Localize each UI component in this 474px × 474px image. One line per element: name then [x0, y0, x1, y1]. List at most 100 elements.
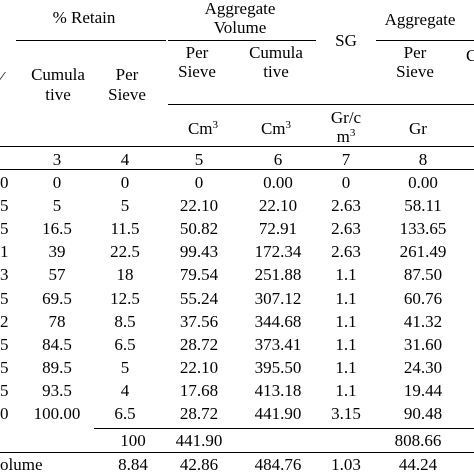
cell-lead: 2: [0, 312, 9, 331]
cell-c8: 60.76: [403, 289, 443, 308]
cell-c3: 16.5: [42, 219, 72, 238]
cell-c4: 5: [120, 196, 130, 215]
cell-lead: 5: [0, 289, 9, 308]
subheader-cumulative-line1: Cumula: [31, 65, 85, 84]
header-sg: SG: [335, 31, 357, 50]
cell-c3: 39: [48, 242, 66, 261]
total-col8: 808.66: [394, 431, 442, 450]
cell-lead: 5: [0, 358, 9, 377]
cell-lead: 5: [0, 219, 9, 238]
cell-c8: 87.50: [403, 265, 443, 284]
cell-c7: 2.63: [331, 242, 361, 261]
cell-c5: 99.43: [179, 242, 219, 261]
subheader-vol-cumulative-line1: Cumula: [249, 43, 303, 62]
col-number-7: 7: [341, 150, 351, 169]
unit-col7-line2: m3: [336, 127, 356, 146]
cell-c4: 22.5: [110, 242, 140, 261]
cell-c6: 251.88: [254, 265, 302, 284]
subheader-vol-cumulative-line2: tive: [263, 62, 289, 81]
subheader-per-sieve-line1: Per: [115, 65, 139, 84]
cell-c7: 2.63: [331, 219, 361, 238]
cell-c7: 1.1: [335, 358, 357, 377]
cell-c6: 395.50: [254, 358, 302, 377]
cell-c5: 22.10: [179, 358, 219, 377]
subheader-vol-per-line2: Sieve: [178, 62, 216, 81]
rule-volume-group: [168, 40, 316, 41]
cell-c4: 8.5: [114, 312, 136, 331]
cell-c4: 11.5: [110, 219, 140, 238]
cell-c8: 133.65: [399, 219, 447, 238]
cell-c8: 24.30: [403, 358, 443, 377]
cell-c8: 261.49: [399, 242, 447, 261]
header-aggregate-weight: Aggregate: [384, 10, 456, 29]
cell-c3: 100.00: [33, 404, 81, 423]
total-col5: 441.90: [175, 431, 223, 450]
cell-c8: 0.00: [408, 173, 438, 192]
cell-c7: 2.63: [331, 196, 361, 215]
cell-c5: 55.24: [179, 289, 219, 308]
volume-col6: 484.76: [254, 455, 302, 474]
rule-weight-group: [376, 40, 474, 41]
cell-c7: 3.15: [331, 404, 361, 423]
cell-c7: 1.1: [335, 265, 357, 284]
rule-above-total: [94, 428, 474, 429]
subheader-wt-per-line1: Per: [403, 43, 427, 62]
cell-c5: 37.56: [179, 312, 219, 331]
cell-c6: 22.10: [258, 196, 298, 215]
cell-c7: 1.1: [335, 289, 357, 308]
cell-lead: 0: [0, 404, 9, 423]
rule-above-volume: [0, 452, 474, 453]
unit-col5: Cm3: [187, 119, 219, 138]
cell-c4: 18: [116, 265, 134, 284]
subheader-per-sieve-line2: Sieve: [108, 85, 146, 104]
cell-c5: 28.72: [179, 404, 219, 423]
cell-c5: 50.82: [179, 219, 219, 238]
cell-c4: 6.5: [114, 404, 136, 423]
col-number-4: 4: [120, 150, 130, 169]
cell-c5: 79.54: [179, 265, 219, 284]
cell-c4: 5: [120, 358, 130, 377]
cell-c8: 31.60: [403, 335, 443, 354]
cell-c7: 1.1: [335, 312, 357, 331]
unit-col8: Gr: [409, 119, 427, 138]
cell-c3: 57: [48, 265, 66, 284]
volume-col8: 44.24: [398, 455, 438, 474]
cell-c7: 0: [341, 173, 351, 192]
cell-c6: 307.12: [254, 289, 302, 308]
rule-above-col-numbers: [0, 146, 474, 147]
subheader-cumulative-line2: tive: [45, 85, 71, 104]
volume-col4: 8.84: [118, 455, 148, 474]
subheader-wt-per-line2: Sieve: [396, 62, 434, 81]
clipped-right-glyph: C: [466, 46, 474, 65]
cell-c4: 12.5: [110, 289, 140, 308]
clipped-left-glyph: ⁄: [0, 68, 3, 87]
rule-subheader: [168, 104, 474, 105]
cell-c8: 90.48: [403, 404, 443, 423]
volume-col7: 1.03: [331, 455, 361, 474]
unit-col6: Cm3: [260, 119, 292, 138]
cell-lead: 3: [0, 265, 9, 284]
header-aggregate-volume-line2: Volume: [213, 18, 267, 37]
cell-c3: 84.5: [42, 335, 72, 354]
cell-lead: 5: [0, 381, 9, 400]
cell-c5: 22.10: [179, 196, 219, 215]
cell-c3: 0: [52, 173, 62, 192]
cell-c6: 344.68: [254, 312, 302, 331]
cell-c3: 69.5: [42, 289, 72, 308]
cell-c4: 6.5: [114, 335, 136, 354]
rule-below-col-numbers: [0, 169, 474, 170]
subheader-vol-per-line1: Per: [185, 43, 209, 62]
col-number-3: 3: [52, 150, 62, 169]
cell-c6: 0.00: [263, 173, 293, 192]
rule-retain-group: [16, 40, 166, 41]
cell-c4: 4: [120, 381, 130, 400]
cell-c3: 5: [52, 196, 62, 215]
total-col4: 100: [120, 431, 146, 450]
cell-lead: 1: [0, 242, 9, 261]
cell-lead: 5: [0, 196, 9, 215]
header-retain: % Retain: [52, 8, 116, 27]
cell-c6: 373.41: [254, 335, 302, 354]
header-aggregate-volume-line1: Aggregate: [204, 0, 276, 18]
cell-c8: 58.11: [404, 196, 442, 215]
